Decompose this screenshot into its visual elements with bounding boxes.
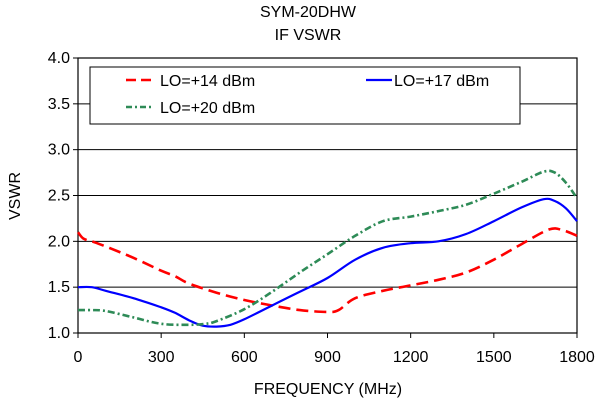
y-tick-label: 2.0 [48,233,70,250]
x-tick-label: 1200 [393,349,429,366]
x-tick-label: 900 [314,349,341,366]
series-lo20-line [77,169,579,327]
y-axis-label: VSWR [7,172,24,220]
x-tick-label: 1500 [476,349,512,366]
legend-label-lo20: LO=+20 dBm [160,100,255,117]
chart-subtitle: IF VSWR [275,27,342,44]
legend-box [89,66,521,125]
grid-lines [78,103,577,288]
y-tick-label: 2.5 [48,188,70,205]
series-lines [76,169,579,328]
y-tick-label: 3.5 [48,96,70,113]
x-tick-label: 1800 [559,349,595,366]
legend: LO=+14 dBm LO=+17 dBm LO=+20 dBm [89,66,521,125]
x-tick-label: 0 [74,349,83,366]
legend-label-lo17: LO=+17 dBm [394,73,489,90]
x-tick-label: 600 [231,349,258,366]
x-tick-label: 300 [148,349,175,366]
axis-ticks: 1.0 1.5 2.0 2.5 3.0 3.5 4.0 0 300 600 900 1200 1500 1… [48,50,595,366]
y-tick-label: 1.5 [48,279,70,296]
x-axis-label: FREQUENCY (MHz) [254,381,402,398]
series-lo17-line [77,197,578,328]
y-tick-label: 4.0 [48,50,70,67]
series-lo14-line [76,227,578,314]
y-tick-label: 1.0 [48,325,70,342]
chart-title: SYM-20DHW [260,4,357,21]
legend-label-lo14: LO=+14 dBm [160,73,255,90]
y-tick-label: 3.0 [48,142,70,159]
